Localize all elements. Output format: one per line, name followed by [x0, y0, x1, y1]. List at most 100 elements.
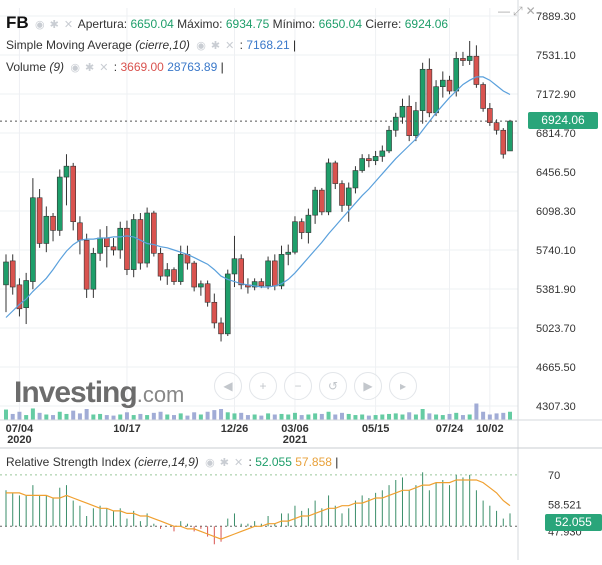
volume-bar: [24, 415, 29, 420]
eye-icon[interactable]: ◉: [70, 62, 82, 74]
volume-bar: [198, 414, 203, 420]
volume-bar: [44, 414, 49, 420]
volume-bar: [286, 414, 291, 420]
volume-bar: [266, 413, 271, 420]
x-tick-label: 07/24: [436, 423, 464, 435]
candle-body: [50, 215, 56, 231]
volume-bar: [447, 413, 452, 420]
volume-bar: [239, 412, 244, 420]
arrow-left-icon[interactable]: ◀: [214, 372, 242, 400]
volume-bar: [51, 415, 56, 420]
high-label: Máximo:: [177, 17, 223, 31]
volume-bar: [380, 414, 385, 420]
candle-body: [157, 252, 164, 277]
candle-body: [399, 105, 406, 118]
eye-icon[interactable]: ◉: [35, 19, 47, 31]
volume-bar: [407, 412, 412, 420]
volume-bar: [333, 414, 338, 420]
volume-bar: [306, 414, 311, 420]
gear-icon[interactable]: ✱: [49, 19, 61, 31]
candle-body: [171, 269, 177, 282]
x-tick-label: 07/04: [6, 423, 34, 435]
close-icon[interactable]: ✕: [225, 40, 237, 52]
high-value: 6934.75: [225, 17, 270, 31]
candle-body: [352, 170, 359, 189]
close-icon[interactable]: ✕: [63, 19, 76, 31]
volume-bar: [279, 413, 284, 420]
candle-body: [36, 197, 43, 244]
volume-bar: [387, 413, 392, 420]
volume-bar: [508, 411, 512, 420]
candle-body: [292, 221, 298, 253]
candle-body: [339, 183, 345, 206]
eye-icon[interactable]: ◉: [205, 457, 217, 469]
volume-bar: [219, 409, 224, 420]
volume-bar: [434, 414, 439, 420]
candle-body: [117, 227, 124, 251]
close-label: Cierre:: [365, 17, 402, 31]
candle-body: [63, 165, 70, 178]
arrow-right-icon[interactable]: ▶: [354, 372, 382, 400]
candle-body: [177, 254, 184, 282]
candle-body: [319, 189, 325, 213]
candle-body: [77, 222, 83, 241]
candle-body: [70, 165, 76, 223]
candle-body: [204, 283, 211, 303]
volume-value-1: 3669.00: [120, 60, 164, 74]
close-icon[interactable]: ✕: [99, 62, 111, 74]
volume-label: Volume: [6, 60, 47, 74]
maximize-icon[interactable]: ▸: [389, 372, 417, 400]
x-tick-label: 10/17: [113, 423, 141, 435]
volume-bar: [272, 414, 277, 420]
symbol-label: FB: [6, 13, 29, 32]
y-tick-label: 7172.90: [536, 89, 576, 101]
candle-body: [392, 116, 399, 131]
volume-bar: [326, 411, 331, 420]
candle-body: [379, 150, 386, 157]
y-tick-label: 5740.10: [536, 245, 576, 257]
minimize-icon[interactable]: —: [498, 4, 513, 18]
sma-label: Simple Moving Average: [6, 38, 132, 52]
y-tick-label: 4307.30: [536, 401, 576, 413]
rsi-legend: Relative Strength Index (cierre,14,9) ◉ ✱…: [6, 455, 339, 469]
gear-icon[interactable]: ✱: [85, 62, 97, 74]
volume-bar: [420, 409, 425, 420]
candle-body: [265, 260, 271, 287]
volume-bar: [501, 412, 506, 420]
y-tick-label: 5381.90: [536, 284, 576, 296]
candle-body: [9, 260, 16, 288]
zoom-in-icon[interactable]: +: [249, 372, 277, 400]
candle-body: [298, 221, 305, 233]
candle-body: [507, 120, 513, 152]
zoom-out-icon[interactable]: −: [284, 372, 312, 400]
gear-icon[interactable]: ✱: [210, 40, 223, 52]
volume-bar: [460, 415, 465, 420]
low-label: Mínimo:: [272, 17, 316, 31]
close-icon[interactable]: ✕: [525, 4, 539, 18]
close-icon[interactable]: ✕: [233, 457, 246, 469]
candle-body: [366, 158, 372, 162]
candle-body: [151, 212, 157, 254]
volume-bar: [145, 415, 150, 420]
volume-bar: [360, 414, 365, 420]
sma-params: (cierre,10): [135, 38, 190, 52]
sma-legend: Simple Moving Average (cierre,10) ◉ ✱ ✕ : …: [6, 38, 297, 52]
rsi-label: Relative Strength Index: [6, 455, 131, 469]
volume-bar: [259, 415, 264, 420]
gear-icon[interactable]: ✱: [219, 457, 231, 469]
candle-body: [271, 260, 278, 287]
volume-bar: [84, 409, 89, 420]
volume-bar: [98, 413, 103, 420]
volume-bar: [104, 415, 109, 420]
reset-icon[interactable]: ↺: [319, 372, 347, 400]
volume-bar: [124, 412, 129, 420]
volume-bar: [10, 413, 15, 420]
candle-body: [285, 251, 292, 255]
volume-bar: [158, 411, 163, 420]
eye-icon[interactable]: ◉: [196, 40, 208, 52]
low-value: 6650.04: [318, 17, 363, 31]
maximize-icon[interactable]: ⤢: [513, 4, 526, 18]
candle-body: [419, 68, 426, 111]
